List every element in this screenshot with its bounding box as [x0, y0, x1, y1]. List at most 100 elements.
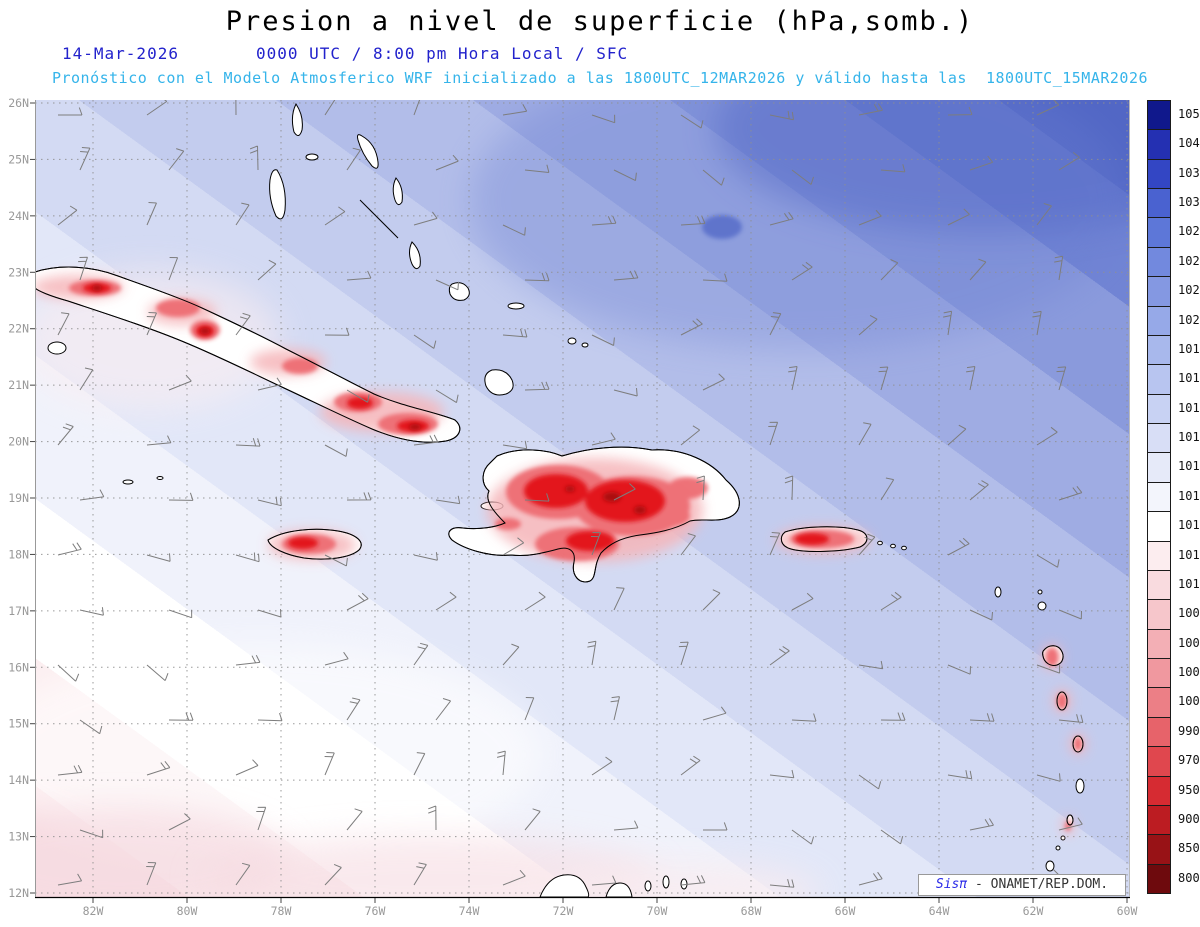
- colorbar-label: 1017: [1178, 400, 1200, 415]
- colorbar-label: 1035: [1178, 165, 1200, 180]
- wind-barb: [524, 381, 550, 391]
- wind-barb: [680, 425, 701, 446]
- wind-barb: [346, 492, 372, 501]
- credit-box: Sisπ - ONAMET/REP.DOM.: [918, 874, 1126, 896]
- wind-barb: [324, 206, 346, 226]
- wind-barb: [57, 312, 70, 336]
- colorbar-label: 1018: [1178, 371, 1200, 386]
- wind-barb: [346, 389, 370, 403]
- credit-org: - ONAMET/REP.DOM.: [975, 877, 1109, 892]
- wind-barb: [435, 279, 459, 291]
- wind-barb: [257, 377, 282, 391]
- wind-barb: [57, 423, 74, 446]
- grid-lines: [35, 100, 1130, 897]
- wind-barb: [324, 651, 349, 666]
- colorbar-label: 1013: [1178, 518, 1200, 533]
- wind-barb: [769, 211, 794, 226]
- wind-barb: [502, 440, 528, 450]
- wind-barb: [769, 645, 790, 666]
- wind-barb: [858, 774, 882, 790]
- wind-barb: [591, 334, 615, 346]
- wind-barb: [947, 106, 973, 116]
- wind-barb: [702, 589, 721, 611]
- wind-barb: [703, 822, 728, 831]
- colorbar-cell: [1147, 599, 1171, 630]
- wind-barb: [413, 862, 427, 886]
- lat-tick-label: 20N: [8, 435, 29, 449]
- wind-barb: [858, 422, 872, 446]
- wind-barb: [947, 424, 967, 446]
- lon-tick-label: 72W: [553, 904, 574, 918]
- wind-barb: [791, 592, 814, 611]
- wind-barb: [79, 719, 103, 735]
- wind-barb: [524, 272, 550, 282]
- wind-barb: [146, 760, 171, 776]
- wind-barb: [880, 164, 906, 173]
- wind-barb: [524, 808, 541, 831]
- pressure-field-accents: [35, 100, 1130, 897]
- colorbar-cell: [1147, 481, 1171, 513]
- lat-tick-label: 16N: [8, 660, 29, 674]
- wind-barb: [1054, 255, 1064, 281]
- colorbar-cell: [1147, 540, 1171, 571]
- wind-barb: [1036, 773, 1061, 782]
- wind-barb: [1058, 817, 1083, 831]
- wind-barb: [969, 713, 995, 722]
- colorbar-label: 1030: [1178, 195, 1200, 210]
- lat-tick-label: 12N: [8, 886, 29, 900]
- wind-barb: [235, 202, 250, 226]
- wind-barb: [791, 713, 817, 722]
- lat-tick-label: 21N: [8, 378, 29, 392]
- graticule: [35, 100, 1130, 897]
- wind-barb: [168, 712, 194, 721]
- wind-barb: [435, 495, 461, 505]
- wind-barb: [79, 147, 91, 171]
- wind-barb: [768, 421, 779, 446]
- wind-barb: [413, 434, 439, 446]
- colorbar-cell: [1147, 217, 1171, 248]
- wind-barb: [784, 475, 794, 501]
- wind-barb: [769, 878, 795, 888]
- colorbar-cell: [1147, 746, 1171, 777]
- colorbar: 1050 1040 1035 1030 1028 1025 1022 1020 1019 1018…: [1147, 100, 1200, 894]
- credit-brand: Sisπ: [935, 877, 968, 892]
- wind-barb: [969, 155, 994, 171]
- wind-barb: [591, 114, 616, 124]
- wind-barb: [146, 862, 157, 886]
- wind-barb: [235, 654, 261, 666]
- bahamas-islands: [269, 103, 589, 396]
- wind-barb: [346, 147, 361, 171]
- wind-barb: [613, 483, 636, 501]
- wind-barb: [1036, 426, 1058, 446]
- wind-barb: [858, 209, 882, 226]
- forecast-date: 14-Mar-2026: [62, 44, 179, 63]
- wind-barb: [1036, 203, 1052, 226]
- wind-barb: [858, 103, 883, 116]
- wind-barb: [79, 829, 104, 839]
- lon-tick-label: 64W: [929, 904, 950, 918]
- wind-barb: [680, 533, 696, 556]
- wind-barb: [880, 829, 904, 845]
- wind-barb: [346, 270, 372, 281]
- wind-barb: [1036, 664, 1061, 674]
- wind-barb: [524, 591, 546, 611]
- wind-barbs: [57, 100, 1084, 888]
- wind-barb: [346, 592, 369, 611]
- wind-barb: [435, 698, 451, 721]
- wind-barb: [57, 873, 83, 886]
- wind-barb: [235, 100, 237, 116]
- wind-barb: [257, 496, 282, 507]
- lon-tick-label: 76W: [365, 904, 386, 918]
- wind-barb: [79, 489, 105, 501]
- colorbar-cell: [1147, 804, 1171, 836]
- wind-barb: [324, 327, 350, 336]
- colorbar-label: 950: [1178, 782, 1200, 797]
- wind-barb: [257, 609, 282, 618]
- colorbar-label: 1012: [1178, 547, 1200, 562]
- wind-barb: [146, 202, 157, 226]
- wind-barb: [1032, 310, 1042, 336]
- wind-barb: [58, 107, 83, 116]
- wind-barb: [613, 388, 638, 397]
- wind-barb: [324, 100, 336, 116]
- wind-barb: [496, 750, 506, 776]
